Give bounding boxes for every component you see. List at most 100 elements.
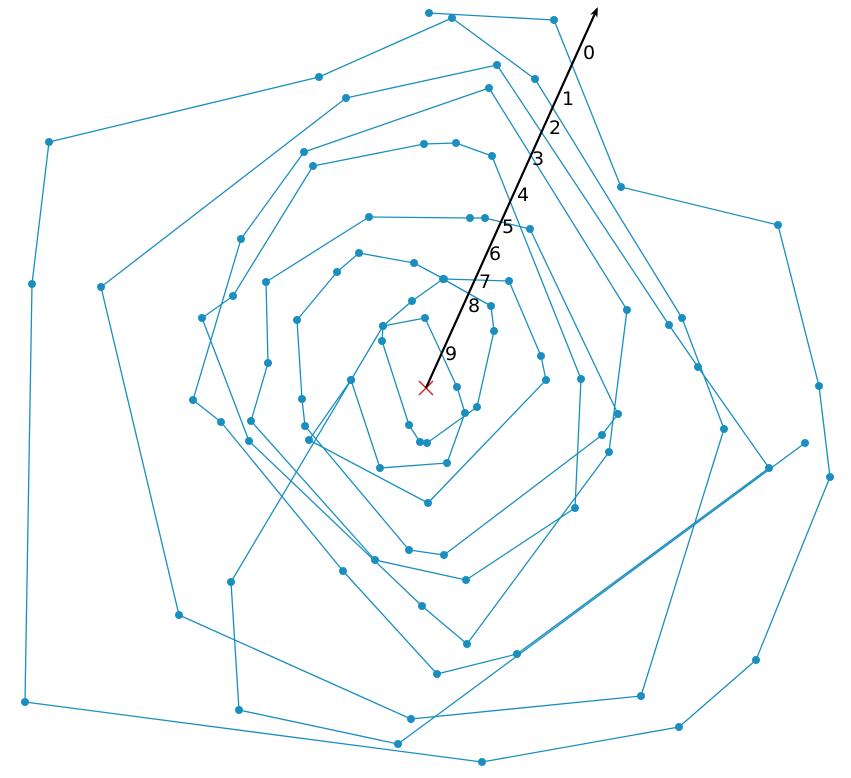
spiral-segment <box>408 549 445 556</box>
spiral-segment <box>488 87 628 311</box>
spiral-segment <box>410 695 642 720</box>
spiral-segment <box>312 143 425 167</box>
spiral-vertex <box>815 382 823 390</box>
spiral-vertex <box>333 268 341 276</box>
spiral-vertex <box>305 436 313 444</box>
spiral-vertex <box>485 84 493 92</box>
ray-label-9: 9 <box>445 343 457 365</box>
spiral-segment <box>308 439 429 504</box>
spiral-vertex <box>378 337 386 345</box>
spiral-vertex <box>765 464 773 472</box>
spiral-vertex <box>315 73 323 81</box>
spiral-vertex <box>237 235 245 243</box>
spiral-segment <box>250 420 376 561</box>
spiral-vertex <box>542 376 550 384</box>
spiral-vertex <box>826 473 834 481</box>
spiral-segment <box>336 252 360 273</box>
spiral-vertex <box>408 297 416 305</box>
spiral-vertex <box>423 439 431 447</box>
spiral-segment <box>442 278 492 307</box>
spiral-vertex <box>339 567 347 575</box>
spiral-path <box>24 12 831 763</box>
spiral-segment <box>466 451 610 645</box>
spiral-vertex <box>355 249 363 257</box>
spiral-segment <box>318 17 453 78</box>
spiral-vertex <box>675 723 683 731</box>
spiral-segment <box>201 317 250 442</box>
ray-label-6: 6 <box>489 243 501 265</box>
spiral-segment <box>413 262 445 280</box>
spiral-segment <box>443 434 603 556</box>
spiral-vertex <box>473 403 481 411</box>
spiral-vertex <box>227 578 235 586</box>
spiral-vertex <box>617 183 625 191</box>
spiral-vertex <box>298 395 306 403</box>
spiral-vertex <box>347 376 355 384</box>
spiral-vertex <box>235 706 243 714</box>
spiral-segment <box>374 559 467 581</box>
ray-label-5: 5 <box>502 216 514 238</box>
spiral-segment <box>411 278 444 302</box>
spiral-vertex <box>481 214 489 222</box>
spiral-vertex <box>376 464 384 472</box>
spiral-vertex <box>418 602 426 610</box>
spiral-segment <box>529 228 619 415</box>
spiral-segment <box>476 330 495 408</box>
spiral-vertex <box>531 75 539 83</box>
spiral-segment <box>446 412 466 464</box>
spiral-vertex <box>175 611 183 619</box>
spiral-vertex <box>309 162 317 170</box>
spiral-segment <box>230 581 240 711</box>
spiral-vertex <box>463 640 471 648</box>
spiral-vertex <box>45 138 53 146</box>
spiral-segment <box>678 659 757 728</box>
ray-label-4: 4 <box>517 184 529 206</box>
spiral-segment <box>232 165 314 297</box>
spiral-vertex <box>425 9 433 17</box>
spiral-vertex <box>598 431 606 439</box>
spiral-vertex <box>300 148 308 156</box>
spiral-vertex <box>229 292 237 300</box>
spiral-vertex <box>614 410 622 418</box>
spiral-segment <box>818 385 831 478</box>
spiral-segment <box>304 425 410 551</box>
spiral-segment <box>540 355 547 381</box>
spiral-vertex <box>21 698 29 706</box>
spiral-vertex <box>97 283 105 291</box>
spiral-segment <box>421 605 468 645</box>
spiral-segment <box>382 317 426 327</box>
spiral-vertex <box>245 437 253 445</box>
spiral-vertex <box>416 438 424 446</box>
spiral-segment <box>265 216 370 283</box>
spiral-vertex <box>665 321 673 329</box>
spiral-vertex <box>678 314 686 322</box>
spiral-segment <box>428 12 555 21</box>
spiral-vertex <box>694 363 702 371</box>
spiral-segment <box>345 64 498 99</box>
spiral-segment <box>31 141 50 285</box>
spiral-segment <box>308 379 352 441</box>
spiral-vertex <box>421 314 429 322</box>
spiral-vertex <box>264 359 272 367</box>
spiral-vertex <box>394 740 402 748</box>
spiral-segment <box>491 155 582 380</box>
spiral-vertices <box>21 9 834 766</box>
spiral-segment <box>100 97 347 288</box>
spiral-vertex <box>550 16 558 24</box>
spiral-segment <box>381 340 410 426</box>
spiral-segment <box>423 142 457 145</box>
spiral-segment <box>240 151 305 240</box>
ray-label-8: 8 <box>468 295 480 317</box>
spiral-vertex <box>448 14 456 22</box>
spiral-segment <box>100 286 180 616</box>
spiral-vertex <box>342 94 350 102</box>
spiral-segment <box>248 440 423 607</box>
spiral-segment <box>668 324 699 368</box>
spiral-segment <box>382 300 413 327</box>
spiral-vertex <box>189 396 197 404</box>
spiral-vertex <box>198 314 206 322</box>
spiral-vertex <box>487 302 495 310</box>
spiral-segment <box>296 271 338 321</box>
spiral-vertex <box>605 448 613 456</box>
